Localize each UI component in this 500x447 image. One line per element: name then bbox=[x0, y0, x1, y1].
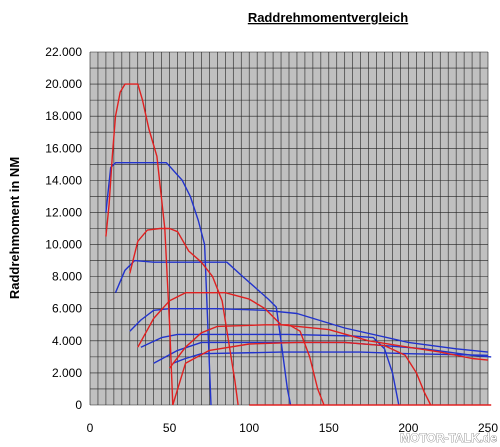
y-tick-label: 0 bbox=[75, 398, 82, 412]
x-tick-label: 250 bbox=[478, 421, 498, 435]
series-line-blue-1 bbox=[105, 161, 212, 406]
y-tick-label: 12.000 bbox=[45, 205, 82, 219]
series-line-blue-2 bbox=[114, 259, 292, 406]
y-tick-label: 16.000 bbox=[45, 141, 82, 155]
x-tick-label: 100 bbox=[239, 421, 259, 435]
x-axis-ticks: 0 50 100 150 200 250 bbox=[87, 421, 499, 435]
series-line-red-9 bbox=[137, 292, 325, 406]
chart-title: Raddrehmomentvergleich bbox=[248, 10, 408, 25]
series-group bbox=[105, 83, 492, 406]
y-tick-label: 18.000 bbox=[45, 109, 82, 123]
watermark: MOTOR-TALK.de bbox=[400, 431, 497, 445]
series-line-blue-6 bbox=[172, 351, 489, 364]
y-tick-label: 10.000 bbox=[45, 238, 82, 252]
x-tick-label: 0 bbox=[87, 421, 94, 435]
x-tick-label: 200 bbox=[398, 421, 418, 435]
series-line-blue-3 bbox=[129, 308, 489, 353]
y-tick-label: 14.000 bbox=[45, 173, 82, 187]
y-tick-label: 20.000 bbox=[45, 77, 82, 91]
y-tick-label: 8.000 bbox=[52, 270, 82, 284]
series-line-red-10 bbox=[169, 324, 489, 369]
y-tick-label: 22.000 bbox=[45, 45, 82, 59]
y-tick-label: 2.000 bbox=[52, 366, 82, 380]
y-tick-label: 4.000 bbox=[52, 334, 82, 348]
y-axis-ticks: 0 2.000 4.000 6.000 8.000 10.000 12.000 14.000 1… bbox=[45, 45, 82, 412]
x-tick-label: 150 bbox=[319, 421, 339, 435]
series-line-red-7 bbox=[105, 83, 174, 406]
y-tick-label: 6.000 bbox=[52, 302, 82, 316]
x-tick-label: 50 bbox=[163, 421, 177, 435]
series-line-red-8 bbox=[129, 227, 239, 406]
series-line-red-11 bbox=[172, 341, 432, 406]
y-axis-label: Raddrehmoment in NM bbox=[7, 157, 22, 299]
